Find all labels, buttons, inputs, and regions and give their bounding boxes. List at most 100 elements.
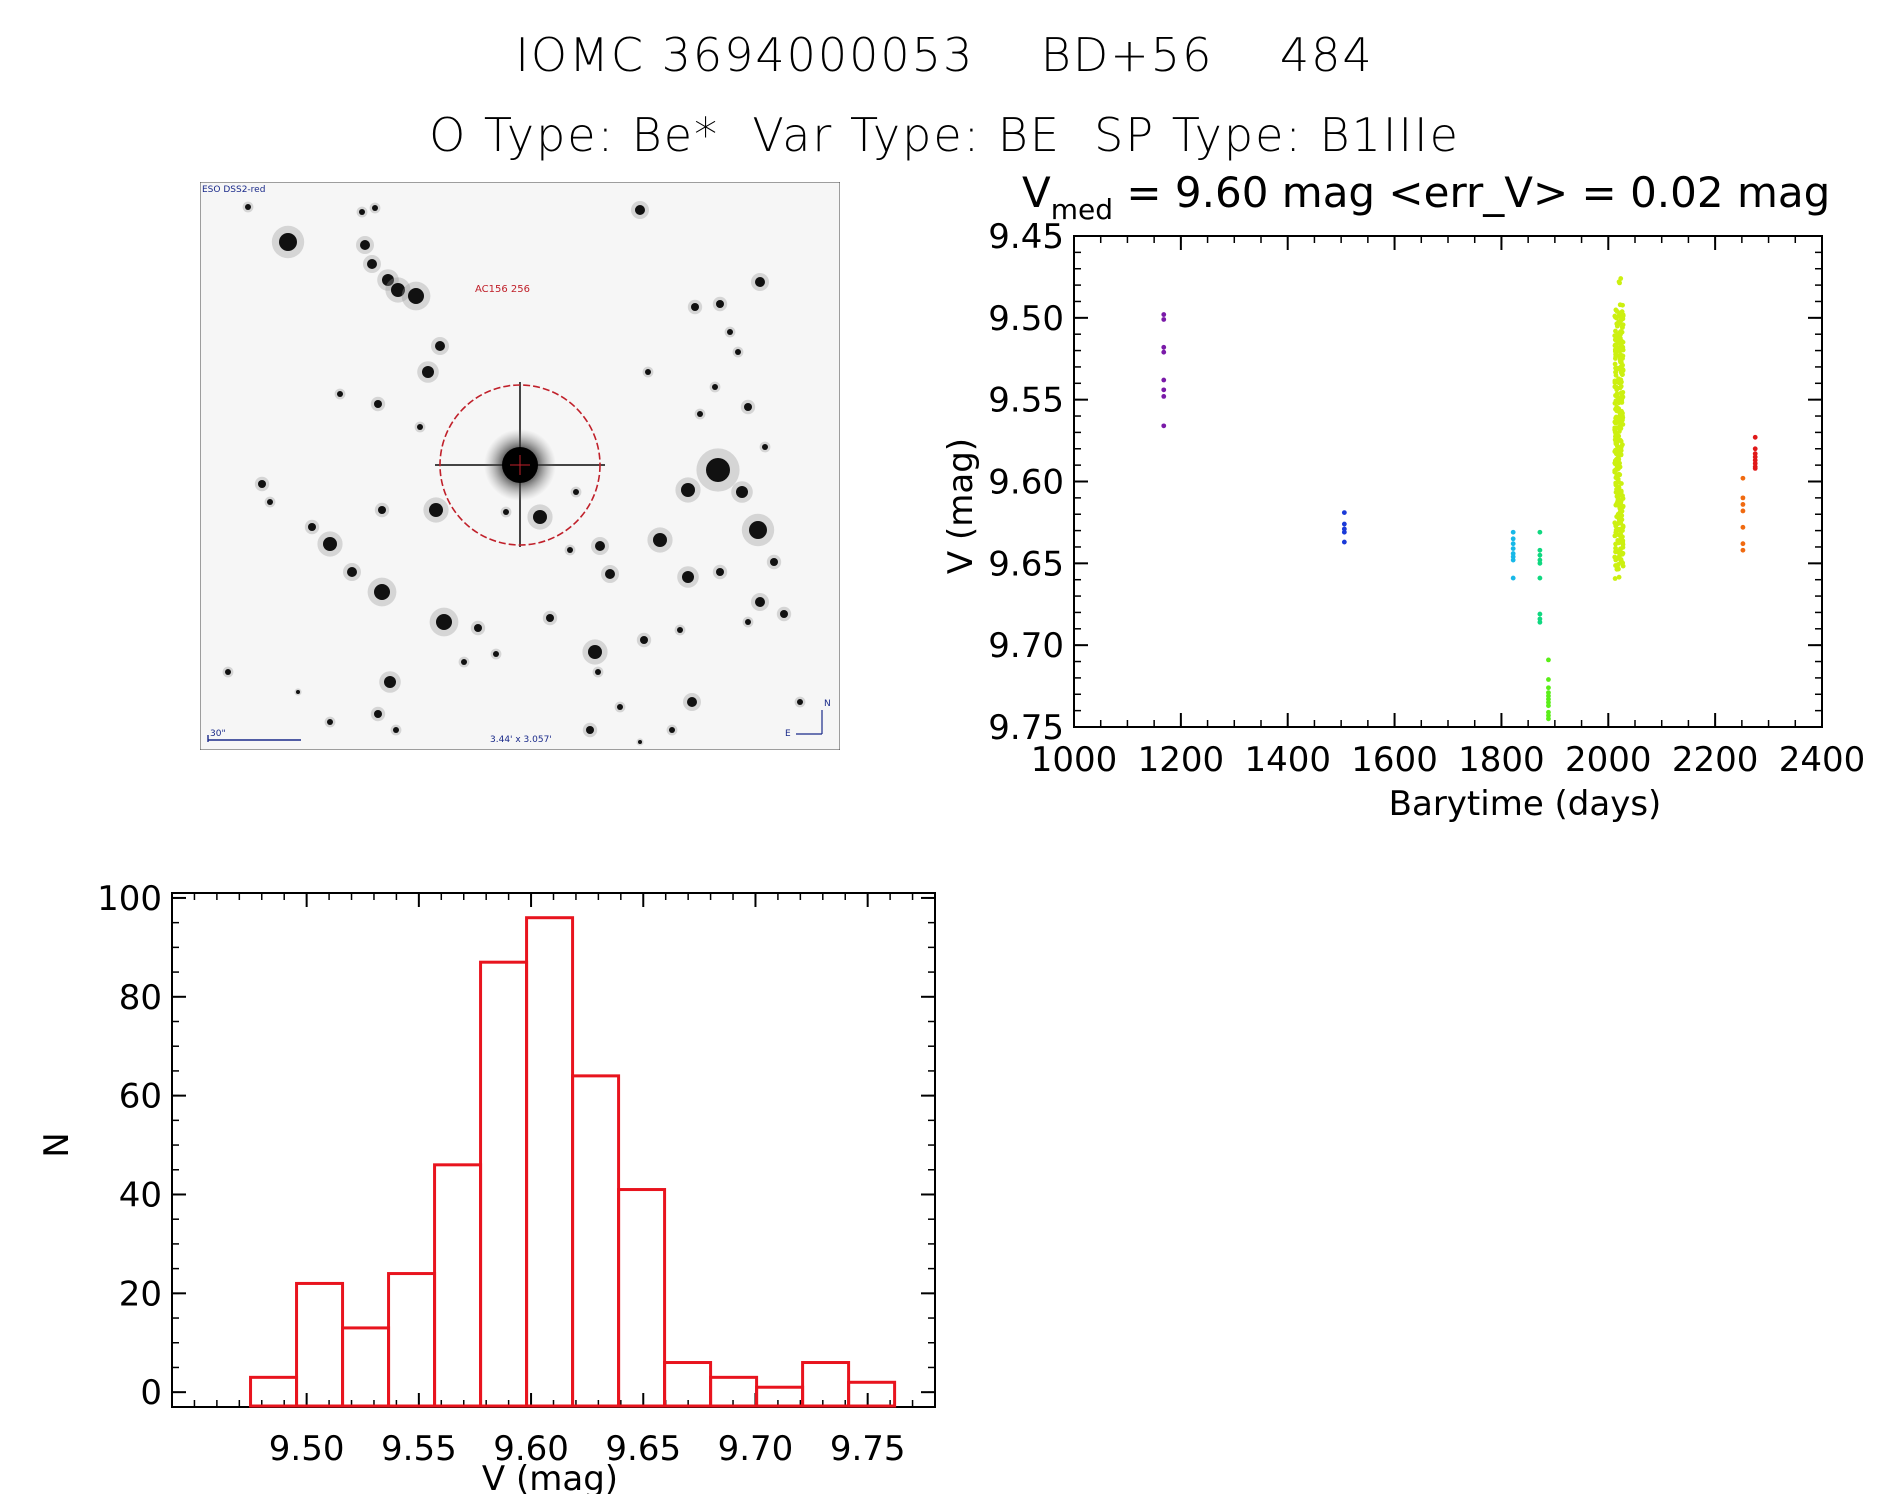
star-icon <box>755 277 765 287</box>
star-icon <box>461 659 467 665</box>
data-point <box>1614 494 1620 499</box>
star-icon <box>533 510 547 524</box>
finder-chart-image: ESO DSS2-red AC156 256 30" 3.44' x 3.057… <box>200 182 840 750</box>
data-point <box>1617 348 1622 353</box>
data-point <box>1510 546 1516 552</box>
data-point <box>1341 529 1347 535</box>
data-point <box>1161 317 1167 322</box>
star-icon <box>736 486 748 498</box>
star-icon <box>422 366 434 378</box>
data-point <box>1161 377 1167 383</box>
star-icon <box>435 341 445 351</box>
data-point <box>1612 343 1618 349</box>
star-icon <box>797 699 803 705</box>
scale-bar: 30" <box>207 729 301 742</box>
east-label: E <box>785 729 791 739</box>
data-point <box>1613 563 1618 568</box>
star-icon <box>372 205 378 211</box>
y-tick-label: 9.50 <box>988 299 1064 339</box>
data-point <box>1613 545 1618 551</box>
star-icon <box>712 384 718 390</box>
star-icon <box>384 676 396 688</box>
data-point <box>1616 429 1622 434</box>
x-tick-label: 9.75 <box>830 1429 906 1469</box>
star-icon <box>503 509 509 515</box>
data-point <box>1620 545 1626 550</box>
data-point <box>1510 541 1516 547</box>
y-tick-label: 9.45 <box>988 217 1064 257</box>
data-point <box>1740 495 1746 501</box>
histogram-frame <box>171 892 936 1408</box>
data-point <box>1617 423 1623 429</box>
data-point <box>1161 312 1167 317</box>
star-icon <box>408 288 424 304</box>
data-point <box>1620 551 1625 557</box>
star-icon <box>755 597 765 607</box>
histogram-bar <box>801 1361 851 1408</box>
data-point <box>1618 383 1624 389</box>
data-point <box>1620 528 1625 533</box>
data-point <box>1615 416 1621 422</box>
data-point <box>1614 500 1620 506</box>
star-icon <box>586 726 594 734</box>
y-tick-label: 100 <box>97 879 162 919</box>
data-point <box>1615 455 1621 461</box>
data-point <box>1161 344 1167 350</box>
x-tick-label: 2200 <box>1672 740 1759 780</box>
star-icon <box>429 503 443 517</box>
star-icon <box>716 568 724 576</box>
data-point <box>1618 539 1624 545</box>
histogram-plot: 9.50 9.55 9.60 9.65 9.70 9.75 0 20 40 60 80 100 V (… <box>37 879 936 1494</box>
y-tick-label: 9.75 <box>988 708 1064 748</box>
star-icon <box>635 205 645 215</box>
data-point <box>1620 496 1626 501</box>
data-point <box>1546 685 1551 691</box>
data-point <box>1752 466 1758 471</box>
data-point <box>1740 547 1746 553</box>
star-icon <box>595 669 601 675</box>
data-point <box>1752 434 1758 440</box>
light-curve-plot: 1000 1200 1400 1600 1800 2000 2200 2400 9.45 9.50… <box>941 168 1865 824</box>
star-icon <box>391 283 405 297</box>
x-tick-label: 2000 <box>1565 740 1652 780</box>
star-icon <box>393 727 399 733</box>
data-point <box>1618 518 1623 523</box>
data-point <box>1618 448 1624 453</box>
star-icon <box>617 704 623 710</box>
data-point <box>1510 557 1516 563</box>
star-icon <box>716 300 724 308</box>
data-point <box>1618 390 1624 396</box>
histogram-bar <box>571 1074 621 1408</box>
x-tick-label: 9.65 <box>605 1429 681 1469</box>
star-icon <box>780 610 788 618</box>
data-point <box>1618 356 1624 362</box>
data-point <box>1620 325 1625 330</box>
x-tick-label: 2400 <box>1779 740 1866 780</box>
star-icon <box>687 697 697 707</box>
data-point <box>1546 716 1551 722</box>
star-icon <box>374 400 382 408</box>
data-point <box>1546 703 1551 709</box>
star-icon <box>374 584 390 600</box>
star-icon <box>595 541 605 551</box>
data-point <box>1617 335 1623 341</box>
data-point <box>1537 552 1543 558</box>
histogram-bar <box>847 1380 897 1408</box>
data-point <box>1740 524 1746 530</box>
star-icon <box>762 444 768 450</box>
scale-label: 30" <box>210 729 226 739</box>
star-icon <box>691 303 699 311</box>
star-icon <box>546 614 554 622</box>
star-icon <box>308 523 316 531</box>
data-point <box>1341 539 1347 545</box>
y-tick-label: 40 <box>119 1175 162 1215</box>
star-icon <box>359 209 365 215</box>
star-icon <box>323 537 337 551</box>
data-point <box>1613 522 1618 527</box>
data-point <box>1620 302 1625 308</box>
light-curve-xlabel: Barytime (days) <box>1389 784 1662 824</box>
source-label: AC156 256 <box>475 284 530 295</box>
x-tick-label: 1000 <box>1031 740 1118 780</box>
histogram-ylabel: N <box>37 1132 77 1157</box>
data-point <box>1617 509 1623 515</box>
